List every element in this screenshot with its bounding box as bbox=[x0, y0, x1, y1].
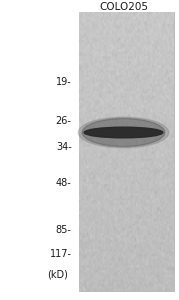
Ellipse shape bbox=[82, 118, 165, 146]
Text: 26-: 26- bbox=[56, 116, 72, 126]
Ellipse shape bbox=[78, 117, 169, 148]
Ellipse shape bbox=[84, 127, 163, 138]
Text: 85-: 85- bbox=[56, 225, 72, 235]
Text: 19-: 19- bbox=[56, 77, 72, 87]
Text: 117-: 117- bbox=[50, 249, 72, 259]
Text: (kD): (kD) bbox=[47, 270, 68, 280]
Text: COLO205: COLO205 bbox=[99, 2, 148, 12]
Text: 48-: 48- bbox=[56, 178, 72, 188]
FancyBboxPatch shape bbox=[79, 12, 174, 291]
Text: 34-: 34- bbox=[56, 142, 72, 152]
